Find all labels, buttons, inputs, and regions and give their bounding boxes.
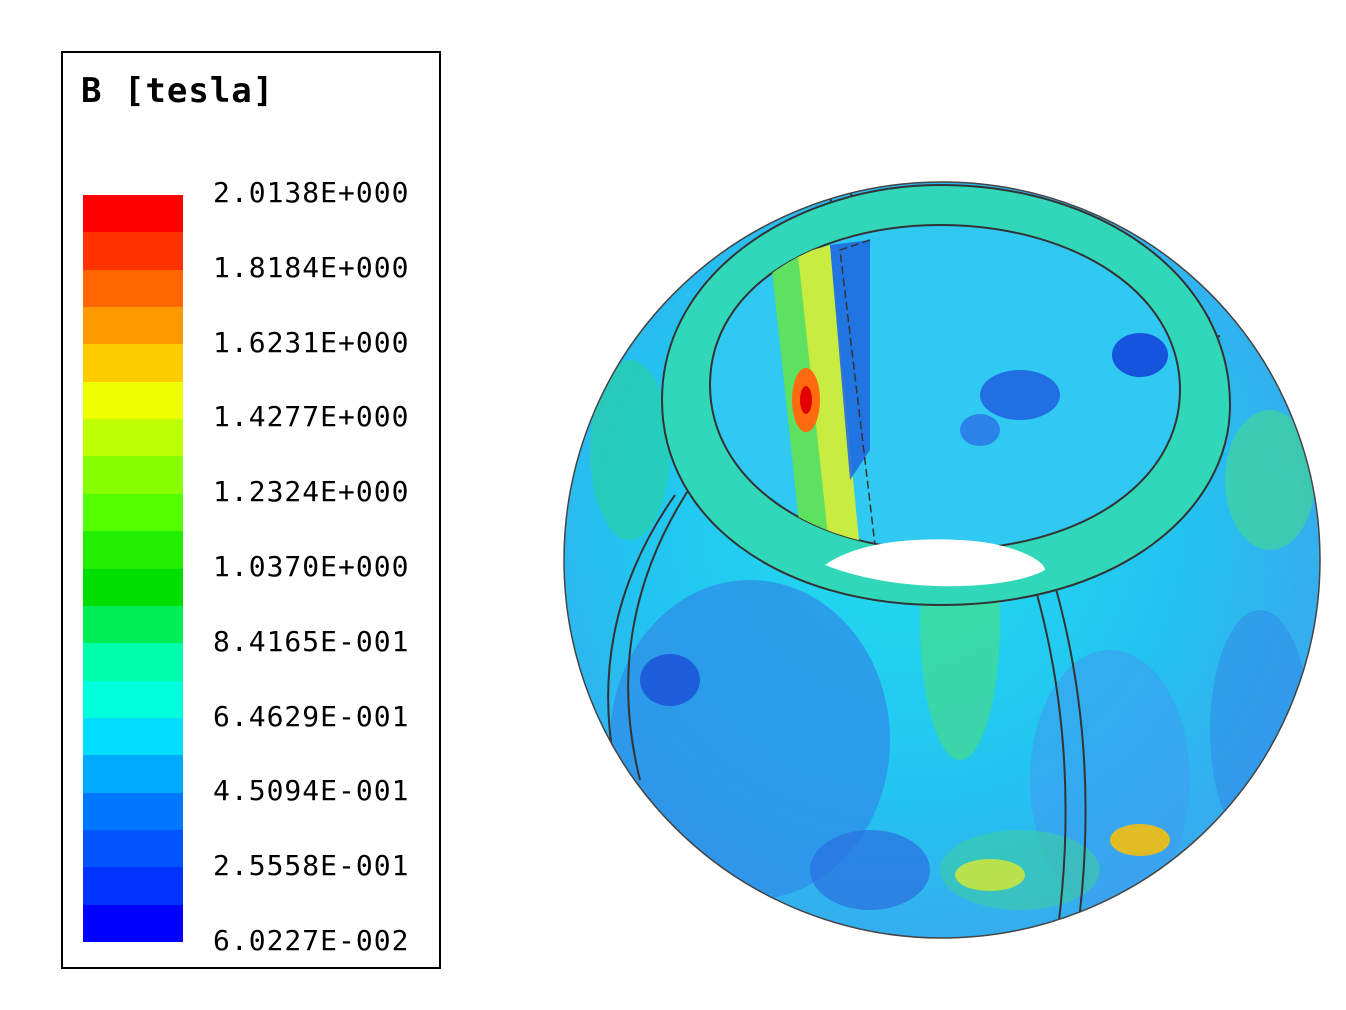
field-patch: [590, 360, 670, 540]
tick-label: 2.0138E+000: [213, 176, 410, 209]
tick-label: 4.5094E-001: [213, 774, 410, 808]
colorbar-swatch: [83, 867, 183, 906]
colorbar-swatch: [83, 755, 183, 794]
field-patch: [960, 414, 1000, 446]
tick-label: 1.0370E+000: [213, 550, 410, 583]
tick-label: 2.5558E-001: [213, 849, 410, 883]
colorbar-swatch: [83, 456, 183, 495]
hole: [825, 539, 1045, 587]
tick-label: 8.4165E-001: [213, 624, 410, 658]
field-patch: [980, 370, 1060, 420]
inner-band: [795, 245, 860, 550]
tick-label: 1.2324E+000: [213, 475, 410, 509]
colorbar-swatch: [83, 605, 183, 644]
field-patch: [1112, 333, 1168, 377]
field-patch: [1225, 410, 1315, 550]
tick-label: 6.0227E-002: [213, 924, 410, 957]
field-patch: [1210, 610, 1310, 850]
colorbar-swatch: [83, 717, 183, 756]
seam-line: [627, 479, 696, 781]
colorbar-swatch: [83, 680, 183, 719]
colorbar-swatch: [83, 232, 183, 271]
colorbar-swatch: [83, 493, 183, 532]
colorbar-swatch: [83, 531, 183, 569]
hotspot: [800, 386, 812, 414]
color-legend: B [tesla] 2.0138E+000 1.8184E+000 1.6231E+…: [61, 51, 441, 969]
inner-band: [839, 239, 876, 546]
colorbar-swatch: [83, 307, 183, 345]
legend-title: B [tesla]: [81, 71, 275, 111]
colorbar-swatch: [83, 643, 183, 682]
tick-label: 1.4277E+000: [213, 400, 410, 434]
field-patch: [1110, 824, 1170, 856]
colorbar-swatch: [83, 381, 183, 420]
inner-band: [830, 240, 870, 480]
field-plot-view: [563, 181, 1321, 939]
colorbar-swatch: [83, 829, 183, 868]
tick-label: 1.8184E+000: [213, 250, 410, 284]
tick-label: 6.4629E-001: [213, 699, 410, 733]
colorbar-swatch: [83, 792, 183, 831]
colorbar: [83, 195, 183, 943]
colorbar-swatch: [83, 195, 183, 233]
colorbar-swatch: [83, 419, 183, 457]
field-patch: [810, 830, 930, 910]
colorbar-swatch: [83, 344, 183, 383]
tick-label: 1.6231E+000: [213, 325, 410, 359]
field-patch: [955, 859, 1025, 891]
seam-line: [1029, 569, 1067, 938]
colorbar-swatch: [83, 904, 183, 943]
colorbar-swatch: [83, 568, 183, 607]
colorbar-swatch: [83, 269, 183, 308]
field-patch: [640, 654, 700, 706]
shell-opening: [660, 183, 1232, 607]
seam-line: [1049, 567, 1087, 938]
